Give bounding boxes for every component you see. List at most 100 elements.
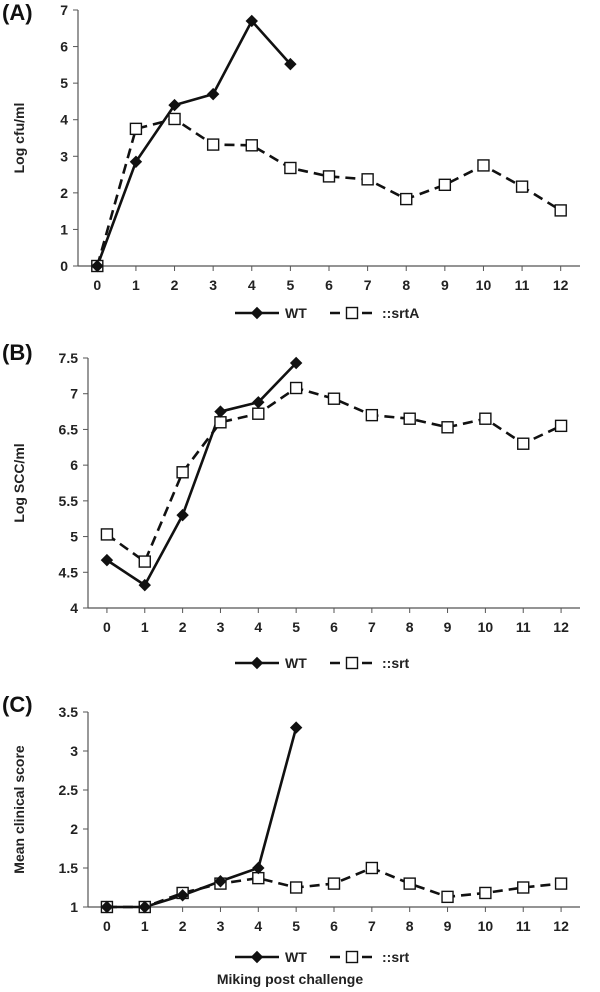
y-tick-label: 1.5	[59, 860, 79, 876]
legend-marker-mutant	[345, 950, 359, 964]
y-tick-label: 4	[60, 112, 68, 128]
legend: WT::srtA	[235, 305, 419, 321]
x-tick-label: 0	[103, 918, 111, 934]
y-tick-label: 0	[60, 258, 68, 274]
y-tick-label: 2	[60, 185, 68, 201]
data-point-srt	[365, 861, 379, 875]
y-tick-label: 7	[60, 2, 68, 18]
x-tick-label: 3	[217, 619, 225, 635]
data-point-wt	[214, 875, 227, 888]
x-tick-label: 11	[516, 619, 531, 635]
data-point-srt	[517, 437, 530, 450]
panel-label-a: (A)	[2, 0, 33, 25]
legend-label-wt: WT	[285, 655, 307, 671]
y-tick-label: 1	[60, 221, 68, 237]
data-point-srt	[327, 877, 341, 890]
data-point-srt	[176, 466, 189, 479]
data-point-srt	[289, 881, 303, 894]
data-point-wt	[138, 900, 151, 914]
y-tick-label: 7	[70, 386, 78, 402]
series-line-wt	[96, 19, 292, 267]
x-tick-label: 5	[292, 918, 300, 934]
data-point-srt	[403, 412, 416, 425]
x-tick-label: 5	[292, 619, 300, 635]
legend-label-wt: WT	[285, 305, 307, 321]
x-tick-label: 11	[516, 918, 531, 934]
data-point-srt	[252, 871, 265, 885]
data-point-srt	[214, 416, 227, 429]
data-point-srt	[479, 412, 492, 425]
data-point-wt	[206, 87, 220, 101]
y-axis-label: Log cfu/ml	[11, 103, 27, 174]
data-point-srt	[138, 555, 151, 568]
data-point-wt	[176, 508, 189, 522]
data-point-srt	[554, 877, 568, 890]
x-tick-label: 7	[368, 918, 376, 934]
x-tick-label: 4	[254, 619, 262, 635]
legend-marker-mutant	[345, 306, 359, 320]
y-tick-label: 6.5	[59, 421, 79, 437]
y-tick-label: 2.5	[59, 782, 79, 798]
x-tick-label: 6	[330, 918, 338, 934]
legend-marker-wt	[250, 656, 264, 670]
x-tick-label: 0	[93, 277, 101, 293]
y-tick-label: 3	[60, 148, 68, 164]
data-point-srta	[554, 204, 567, 217]
x-tick-label: 3	[217, 918, 225, 934]
x-axis-label: Miking post challenge	[217, 971, 363, 987]
x-tick-label: 7	[364, 277, 372, 293]
data-point-srt	[441, 421, 454, 434]
data-point-srta	[515, 180, 529, 193]
data-point-wt	[176, 889, 189, 902]
y-tick-label: 4	[70, 600, 78, 616]
data-point-wt	[168, 98, 181, 112]
data-point-wt	[245, 14, 258, 28]
series-line-srt	[106, 386, 562, 563]
x-tick-label: 10	[478, 619, 494, 635]
y-tick-label: 4.5	[59, 564, 79, 580]
x-tick-label: 6	[330, 619, 338, 635]
data-point-srt	[289, 381, 303, 395]
data-point-srt	[517, 881, 530, 894]
x-tick-label: 2	[179, 918, 187, 934]
legend-marker-mutant	[345, 656, 359, 670]
data-point-srta	[322, 170, 336, 183]
legend-marker-wt	[250, 950, 264, 964]
x-tick-label: 8	[402, 277, 410, 293]
data-point-wt	[252, 396, 265, 409]
x-tick-label: 3	[209, 277, 217, 293]
x-tick-label: 12	[553, 277, 569, 293]
panel-label-b: (B)	[2, 340, 33, 365]
x-tick-label: 4	[254, 918, 262, 934]
series-line-wt	[106, 727, 298, 909]
series-line-srta	[96, 117, 562, 267]
y-tick-label: 3.5	[59, 704, 79, 720]
data-point-wt	[100, 900, 114, 914]
data-point-wt	[289, 721, 303, 734]
legend: WT::srt	[235, 655, 410, 671]
legend-label-mutant: ::srt	[382, 949, 410, 965]
y-tick-label: 7.5	[59, 350, 79, 366]
data-point-wt	[252, 861, 265, 875]
data-point-srta	[245, 139, 258, 152]
x-tick-label: 10	[476, 277, 492, 293]
data-point-srt	[554, 419, 568, 433]
x-tick-label: 9	[444, 918, 452, 934]
y-tick-label: 6	[60, 39, 68, 55]
legend-marker-wt	[250, 306, 264, 320]
y-axis-label: Log SCC/ml	[11, 443, 27, 522]
y-tick-label: 2	[70, 821, 78, 837]
legend-label-mutant: ::srtA	[382, 305, 419, 321]
data-point-srta	[477, 159, 490, 172]
x-tick-label: 1	[141, 918, 149, 934]
data-point-srta	[400, 192, 413, 206]
legend-label-wt: WT	[285, 949, 307, 965]
data-point-srt	[327, 392, 341, 405]
x-tick-label: 11	[515, 277, 530, 293]
data-point-wt	[289, 356, 303, 370]
x-tick-label: 12	[553, 619, 569, 635]
data-point-wt	[100, 553, 114, 567]
